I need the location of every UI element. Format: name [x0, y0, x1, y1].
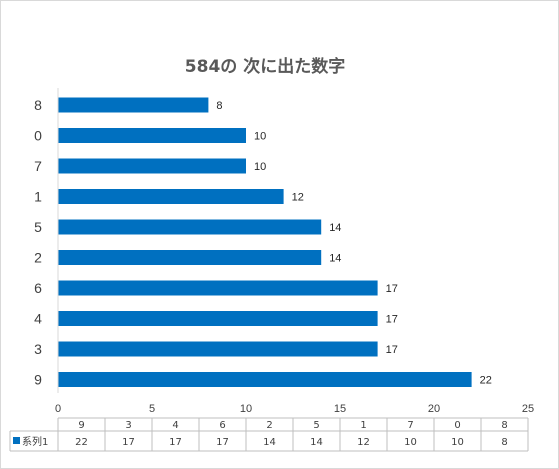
bar: [58, 219, 322, 235]
bar: [58, 189, 284, 204]
table-header-cell: 6: [219, 420, 225, 431]
data-label: 17: [386, 314, 398, 326]
data-table: 9 22 3 17 4 17 6 17 2 14 5 14 1 12 7 10 0 10 8 8 系列1: [9, 417, 529, 452]
data-label: 8: [216, 100, 222, 112]
data-label: 22: [480, 375, 492, 387]
category-label: 2: [34, 250, 42, 266]
table-value-cell: 17: [122, 437, 135, 448]
table-header-cell: 1: [360, 420, 366, 431]
table-header-cell: 0: [454, 420, 460, 431]
legend-key: [13, 437, 20, 444]
category-axis: 8 0 7 1 5 2 6 4 3 9: [34, 88, 59, 393]
bars: 8 10 10 12 14 14 17 17 17 22: [58, 97, 492, 387]
data-label: 10: [254, 161, 266, 173]
bar: [58, 372, 472, 387]
table-value-cell: 17: [169, 437, 182, 448]
x-tick-label: 25: [522, 403, 534, 415]
table-value-cell: 17: [216, 437, 229, 448]
table-header-cell: 7: [407, 420, 413, 431]
bar: [58, 97, 209, 113]
data-label: 14: [329, 253, 341, 265]
category-label: 1: [34, 189, 42, 205]
category-label: 7: [34, 158, 42, 174]
table-value-cell: 8: [501, 437, 507, 448]
data-label: 17: [386, 283, 398, 295]
table-header-cell: 9: [78, 420, 84, 431]
table-header-cell: 5: [313, 420, 319, 431]
table-header-cell: 3: [125, 420, 131, 431]
data-label: 10: [254, 131, 266, 143]
data-label: 12: [292, 192, 304, 204]
value-axis: 0 5 10 15 20 25: [55, 403, 534, 415]
category-label: 5: [34, 219, 42, 235]
category-label: 9: [34, 372, 42, 388]
category-label: 4: [34, 311, 42, 327]
bar: [58, 250, 322, 265]
bar: [58, 341, 378, 357]
bar: [58, 311, 378, 326]
series-label: 系列1: [22, 435, 48, 448]
table-value-cell: 22: [75, 437, 88, 448]
table-value-cell: 14: [263, 437, 276, 448]
x-tick-label: 20: [428, 403, 440, 415]
table-value-cell: 14: [310, 437, 323, 448]
table-value-cell: 10: [404, 437, 417, 448]
data-label: 14: [329, 222, 341, 234]
x-tick-label: 0: [55, 403, 61, 415]
table-value-cell: 10: [451, 437, 464, 448]
bar: [58, 128, 246, 143]
bar: [58, 158, 246, 174]
category-label: 6: [34, 280, 42, 296]
category-label: 8: [34, 97, 42, 113]
x-tick-label: 15: [334, 403, 346, 415]
table-header-cell: 4: [172, 420, 178, 431]
table-header-cell: 8: [501, 420, 507, 431]
x-tick-label: 10: [240, 403, 252, 415]
chart-title: 584の 次に出た数字: [185, 56, 345, 77]
x-tick-label: 5: [149, 403, 155, 415]
table-header-cell: 2: [266, 420, 272, 431]
data-label: 17: [386, 344, 398, 356]
category-label: 3: [34, 341, 42, 357]
category-label: 0: [34, 128, 42, 144]
bar: [58, 280, 378, 296]
table-value-cell: 12: [357, 437, 370, 448]
